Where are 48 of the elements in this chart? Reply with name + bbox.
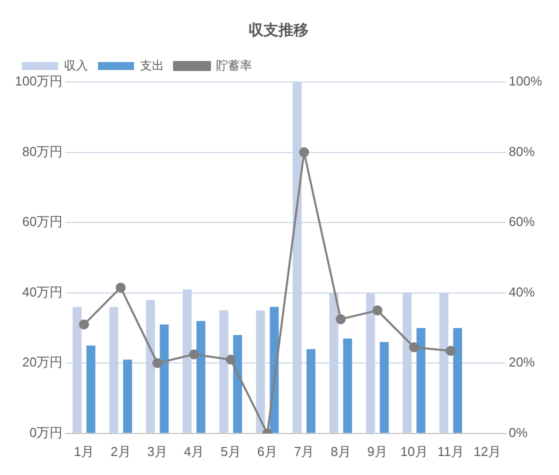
- point: [409, 342, 420, 352]
- x-tick-label: 10月: [400, 444, 428, 459]
- y2-tick-label: 100%: [508, 74, 542, 89]
- y-tick-label: 20万円: [22, 354, 63, 370]
- y-tick-label: 0万円: [29, 424, 63, 440]
- y2-tick-label: 0%: [508, 424, 528, 440]
- y2-tick-label: 80%: [508, 144, 536, 159]
- y2-tick-label: 20%: [508, 354, 536, 370]
- x-tick-label: 6月: [257, 444, 278, 459]
- x-tick-label: 11月: [437, 444, 464, 459]
- point: [299, 147, 310, 158]
- bar: [306, 349, 316, 433]
- bar: [160, 324, 169, 433]
- point: [152, 358, 162, 368]
- bar: [196, 320, 206, 433]
- point: [372, 305, 382, 316]
- x-tick-label: 3月: [147, 444, 168, 459]
- y-tick-label: 80万円: [22, 144, 63, 159]
- x-tick-label: 2月: [110, 444, 131, 459]
- x-tick-label: 4月: [184, 444, 204, 459]
- y2-tick-label: 40%: [508, 284, 536, 300]
- point: [189, 349, 200, 360]
- y-tick-label: 60万円: [22, 214, 63, 230]
- x-tick-label: 12月: [474, 444, 502, 459]
- bar: [233, 335, 242, 433]
- bar: [416, 328, 426, 433]
- y2-tick-label: 60%: [508, 214, 536, 230]
- x-tick-label: 1月: [74, 444, 94, 459]
- legend-label: 支出: [140, 58, 164, 72]
- x-tick-label: 9月: [367, 444, 388, 459]
- legend-label: 収入: [64, 58, 88, 72]
- bar: [453, 328, 462, 433]
- point: [446, 346, 456, 356]
- y-tick-label: 100万円: [14, 74, 63, 89]
- point: [336, 314, 346, 324]
- bar: [86, 346, 96, 433]
- point: [226, 354, 236, 365]
- x-tick-label: 8月: [330, 444, 351, 459]
- x-tick-label: 7月: [294, 444, 314, 459]
- x-tick-label: 5月: [220, 444, 241, 459]
- point: [79, 319, 90, 330]
- chart-title: 収支推移: [248, 22, 308, 40]
- bar: [343, 338, 352, 433]
- bar: [380, 342, 389, 433]
- point: [116, 282, 126, 293]
- legend-label: 貯蓄率: [216, 58, 252, 72]
- y-tick-label: 40万円: [22, 284, 63, 300]
- bar: [123, 360, 132, 433]
